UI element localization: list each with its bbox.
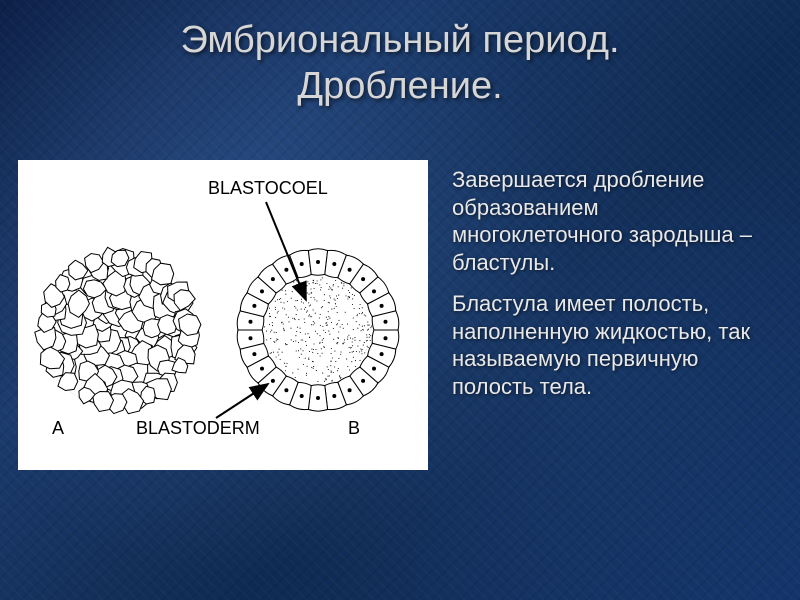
title-line-1: Эмбриональный период.: [0, 18, 800, 64]
label-blastoderm: BLASTODERM: [136, 418, 260, 439]
blastula-figure: BLASTOCOEL BLASTODERM A B: [18, 160, 428, 470]
body-text: Завершается дробление образованием много…: [428, 160, 800, 414]
slide-content: BLASTOCOEL BLASTODERM A B Завершается др…: [0, 160, 800, 470]
paragraph-1: Завершается дробление образованием много…: [452, 166, 770, 276]
label-blastocoel: BLASTOCOEL: [208, 178, 328, 199]
slide-title: Эмбриональный период. Дробление.: [0, 18, 800, 109]
label-a: A: [52, 418, 64, 439]
paragraph-2: Бластула имеет полость, наполненную жидк…: [452, 290, 770, 400]
title-line-2: Дробление.: [0, 64, 800, 110]
label-b: B: [348, 418, 360, 439]
